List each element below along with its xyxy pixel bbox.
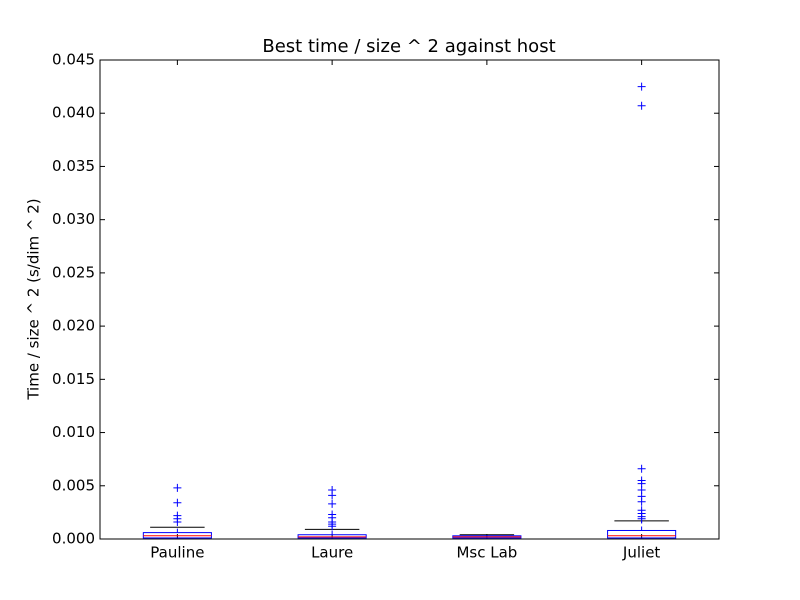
- y-tick-label: 0.025: [52, 263, 95, 281]
- plot-frame: [99, 59, 720, 540]
- y-tick-label: 0.030: [52, 210, 95, 228]
- outlier: [173, 517, 182, 526]
- x-tick-label: Laure: [311, 544, 353, 562]
- y-tick-label: 0.000: [52, 530, 95, 548]
- outlier: [328, 499, 337, 508]
- box: [297, 534, 367, 539]
- outlier: [637, 514, 646, 523]
- outlier: [637, 82, 646, 91]
- x-tick-label: Msc Lab: [456, 544, 517, 562]
- box: [607, 529, 677, 539]
- outlier: [637, 464, 646, 473]
- y-tick-label: 0.005: [52, 476, 95, 494]
- y-tick-label: 0.015: [52, 370, 95, 388]
- outlier: [173, 483, 182, 492]
- outlier: [328, 522, 337, 531]
- y-tick-label: 0.045: [52, 51, 95, 69]
- y-tick-label: 0.040: [52, 104, 95, 122]
- outlier: [328, 491, 337, 500]
- y-tick-label: 0.020: [52, 317, 95, 335]
- outlier: [637, 497, 646, 506]
- box: [142, 532, 212, 539]
- outlier: [637, 101, 646, 110]
- chart-title: Best time / size ^ 2 against host: [262, 36, 555, 57]
- x-tick-label: Juliet: [622, 544, 660, 562]
- x-tick-label: Pauline: [150, 544, 204, 562]
- y-axis-label: Time / size ^ 2 (s/dim ^ 2): [25, 198, 43, 400]
- outlier: [173, 498, 182, 507]
- y-tick-label: 0.035: [52, 157, 95, 175]
- y-tick-label: 0.010: [52, 423, 95, 441]
